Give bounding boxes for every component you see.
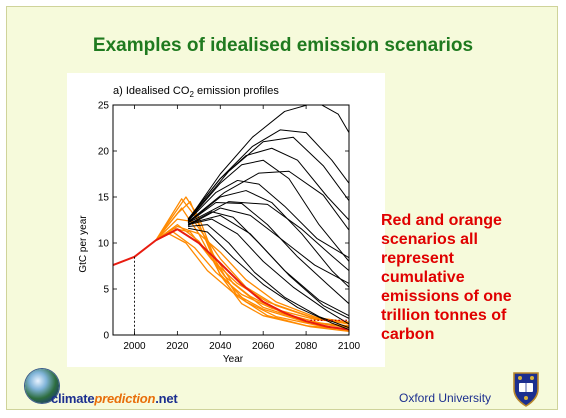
x-tick-label: 2060	[252, 341, 275, 352]
x-tick-label: 2000	[123, 341, 146, 352]
logo-text-climate: climate	[51, 391, 95, 406]
y-tick-label: 10	[98, 239, 110, 250]
black-series-line	[187, 201, 349, 271]
plot-area: 0 5 10 15 20 25 2000 2020 2040 2060 2080 2100	[98, 101, 361, 353]
orange-series-line	[155, 231, 349, 324]
slide: Examples of idealised emission scenarios…	[6, 6, 558, 410]
x-tick-label: 2020	[166, 341, 189, 352]
chart-title: a) Idealised CO2 emission profiles	[113, 85, 279, 99]
y-tick-label: 20	[98, 147, 110, 158]
orange-series-line	[155, 225, 349, 325]
plot-frame	[112, 104, 350, 336]
y-tick-label: 25	[98, 101, 110, 112]
black-series-line	[187, 202, 349, 305]
slide-title: Examples of idealised emission scenarios	[92, 35, 474, 56]
black-series-line	[187, 218, 349, 325]
black-series-line	[187, 179, 349, 259]
red-series-line	[113, 228, 349, 331]
black-series-line	[187, 214, 349, 317]
x-axis-label: Year	[223, 354, 244, 365]
y-tick-label: 0	[103, 331, 109, 342]
caption: Red and orange scenarios all represent cumu…	[381, 211, 549, 344]
black-series-line	[187, 159, 349, 262]
black-series-line	[187, 207, 349, 284]
emission-chart: a) Idealised CO2 emission profiles 0 5 10 1…	[67, 73, 385, 367]
black-series-line	[187, 105, 349, 221]
orange-series-line	[155, 233, 349, 327]
x-tick-label: 2100	[338, 341, 361, 352]
globe-icon	[25, 369, 59, 403]
caption-line: emissions of one	[381, 288, 512, 305]
caption-line: represent	[381, 250, 454, 267]
orange-series-line	[155, 196, 349, 332]
y-tick-label: 15	[98, 193, 110, 204]
black-series-line	[188, 224, 349, 329]
caption-line: trillion tonnes of	[381, 307, 507, 324]
x-tick-label: 2040	[209, 341, 232, 352]
chart-title-prefix: a) Idealised CO	[113, 85, 190, 97]
black-series-line	[187, 147, 349, 221]
caption-line: scenarios all	[381, 231, 478, 248]
black-series-line	[187, 170, 349, 231]
x-tick-label: 2080	[295, 341, 318, 352]
orange-series-line	[155, 198, 349, 328]
caption-line: carbon	[381, 326, 435, 343]
orange-series-line	[155, 207, 349, 332]
climateprediction-wordmark: climateprediction.net	[51, 391, 178, 406]
climateprediction-logo[interactable]: climateprediction.net	[25, 369, 225, 407]
black-series-line	[187, 136, 349, 221]
series-group	[113, 105, 349, 332]
black-series-line	[187, 190, 349, 288]
oxford-university-label: Oxford University	[399, 391, 492, 405]
black-series-line	[187, 227, 349, 330]
chart-title-subscript: 2	[189, 90, 194, 99]
y-tick-label: 5	[103, 285, 109, 296]
logo-text-net: .net	[155, 391, 178, 406]
chart-title-suffix: emission profiles	[194, 85, 279, 97]
caption-line: Red and orange	[381, 212, 502, 229]
chart-svg: a) Idealised CO2 emission profiles 0 5 10 1…	[78, 85, 361, 365]
caption-line: cumulative	[381, 269, 465, 286]
oxford-crest-icon	[513, 372, 539, 407]
y-axis-label: GtC per year	[78, 215, 89, 273]
logo-text-prediction: prediction	[94, 391, 156, 406]
